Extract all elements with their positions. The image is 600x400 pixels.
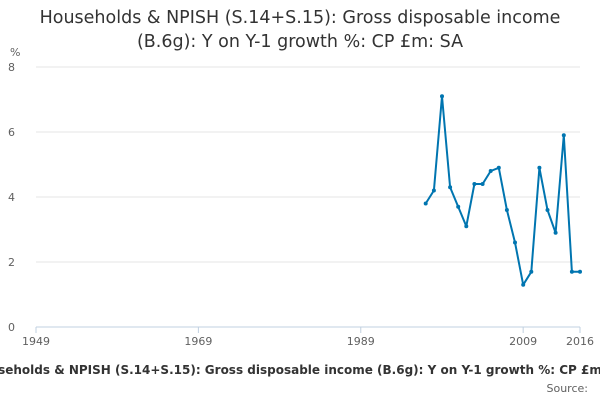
- data-point: [521, 282, 526, 287]
- data-point: [504, 208, 509, 212]
- data-point: [431, 188, 436, 193]
- chart-title-line-2: (B.6g): Y on Y-1 growth %: CP £m: SA: [136, 32, 464, 52]
- y-tick-label: 4: [8, 191, 15, 204]
- data-point: [553, 230, 558, 235]
- data-point: [480, 182, 485, 186]
- chart-title: Households & NPISH (S.14+S.15): Gross di…: [10, 6, 590, 54]
- data-point: [529, 269, 534, 274]
- y-tick-label: 6: [8, 126, 15, 139]
- series-line: [424, 95, 580, 286]
- data-point: [513, 240, 517, 245]
- data-point: [569, 269, 574, 274]
- data-point: [448, 185, 453, 190]
- data-point: [423, 201, 428, 206]
- x-tick-label: 1989: [347, 335, 375, 348]
- x-tick-label: 1969: [184, 335, 212, 348]
- x-tick-label: 1949: [22, 335, 50, 348]
- y-tick-label: 0: [8, 321, 15, 334]
- data-point: [578, 269, 582, 274]
- x-tick-label: 2016: [566, 335, 594, 348]
- data-point: [561, 133, 566, 138]
- data-point: [545, 208, 550, 212]
- data-point: [440, 94, 444, 99]
- data-point: [488, 169, 493, 173]
- x-tick-label: 2009: [509, 335, 537, 348]
- data-point: [472, 182, 477, 186]
- y-tick-label: 8: [8, 61, 15, 74]
- y-axis-label: %: [10, 46, 20, 59]
- data-point: [456, 204, 461, 209]
- chart-title-line-1: Households & NPISH (S.14+S.15): Gross di…: [39, 8, 561, 28]
- data-point: [464, 224, 469, 229]
- source-label: Source:: [547, 382, 589, 395]
- y-tick-label: 2: [8, 256, 15, 269]
- data-point: [496, 165, 501, 170]
- data-point: [537, 165, 542, 170]
- chart-caption: Households & NPISH (S.14+S.15): Gross di…: [0, 363, 600, 377]
